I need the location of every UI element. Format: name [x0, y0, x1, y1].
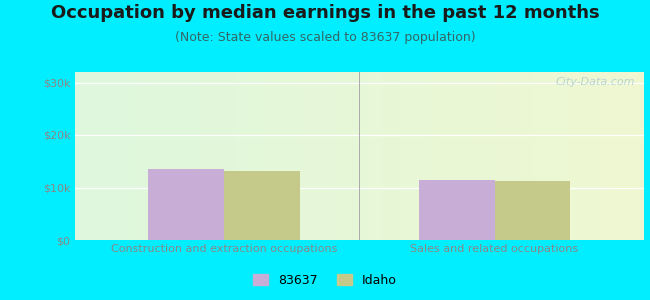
Text: Occupation by median earnings in the past 12 months: Occupation by median earnings in the pas…: [51, 4, 599, 22]
Bar: [148, 169, 224, 240]
Bar: [224, 171, 300, 240]
Text: (Note: State values scaled to 83637 population): (Note: State values scaled to 83637 popu…: [175, 32, 475, 44]
Text: City-Data.com: City-Data.com: [556, 77, 635, 87]
Legend: 83637, Idaho: 83637, Idaho: [250, 270, 400, 291]
Bar: [419, 180, 495, 240]
Bar: [495, 181, 571, 240]
